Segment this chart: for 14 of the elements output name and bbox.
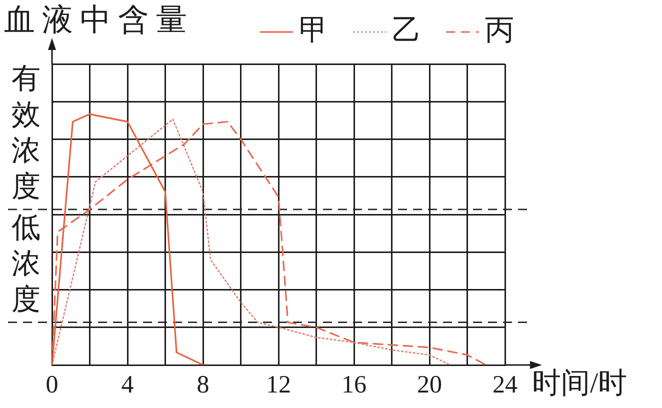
y-axis-title: 血液中含量 [4, 2, 194, 38]
legend-label: 丙 [485, 14, 514, 47]
legend-label: 乙 [392, 14, 421, 47]
x-tick-label: 0 [46, 372, 58, 399]
ref-line-label: 低浓度 [12, 212, 40, 316]
x-axis-title: 时间/时 [532, 368, 628, 400]
x-tick-label: 8 [196, 372, 210, 399]
x-tick-label: 24 [492, 372, 518, 399]
x-tick-label: 20 [417, 372, 442, 399]
x-tick-label: 12 [266, 372, 291, 399]
ref-line-label: 有效浓度 [12, 63, 40, 204]
x-tick-label: 4 [121, 372, 134, 399]
legend-label: 甲 [299, 14, 328, 47]
x-tick-label: 16 [342, 372, 366, 399]
